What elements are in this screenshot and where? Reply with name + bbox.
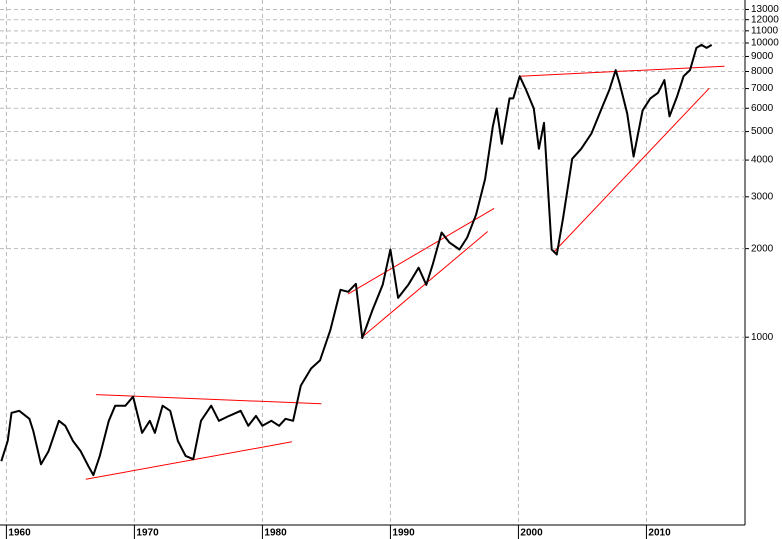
trendline xyxy=(360,231,489,339)
y-tick-label: 3000 xyxy=(751,191,774,202)
y-tick-label: 9000 xyxy=(751,51,774,62)
y-tick-label: 1000 xyxy=(751,332,774,343)
y-tick-label: 5000 xyxy=(751,126,774,137)
y-tick-label: 8000 xyxy=(751,66,774,77)
x-tick-label: 1980 xyxy=(264,528,287,539)
data-line xyxy=(0,43,713,477)
x-tick-label: 2010 xyxy=(648,528,671,539)
y-tick-label: 6000 xyxy=(751,103,774,114)
y-tick-label: 12000 xyxy=(751,14,779,25)
x-tick-label: 1970 xyxy=(136,528,159,539)
y-tick-label: 13000 xyxy=(751,4,779,15)
x-tick-label: 1990 xyxy=(392,528,415,539)
trendline xyxy=(553,87,710,252)
trendline xyxy=(347,207,495,295)
y-tick-label: 10000 xyxy=(751,38,779,49)
x-tick-label: 2000 xyxy=(520,528,543,539)
x-tick-label: 1960 xyxy=(8,528,31,539)
y-tick-label: 4000 xyxy=(751,155,774,166)
y-tick-label: 2000 xyxy=(751,243,774,254)
trendline xyxy=(85,441,292,480)
y-tick-label: 11000 xyxy=(751,25,779,36)
y-tick-label: 7000 xyxy=(751,83,774,94)
